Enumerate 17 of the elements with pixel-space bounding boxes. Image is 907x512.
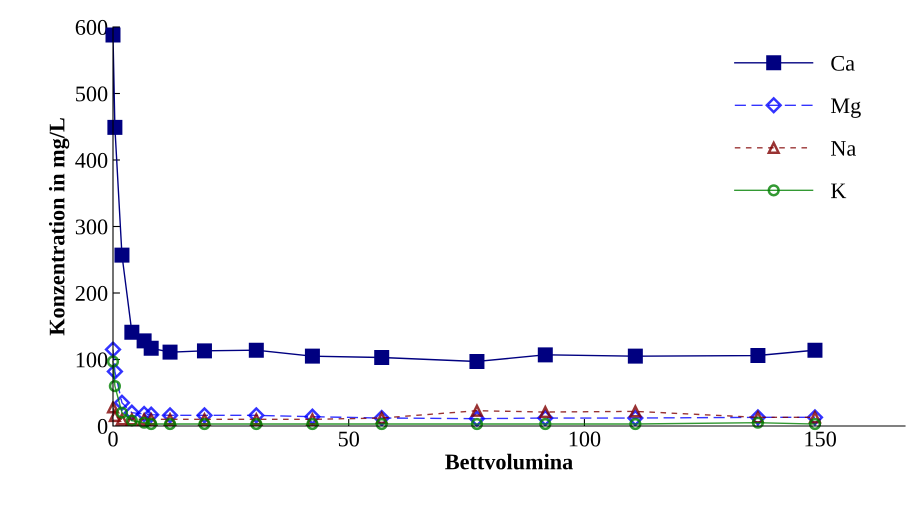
y-tick-label: 300 [76,219,108,234]
x-tick-label: 100 [570,432,600,446]
legend-label: K [831,184,846,198]
y-tick-label: 0 [98,418,108,434]
x-tick-label: 150 [805,432,836,446]
y-tick-label: 500 [76,86,108,102]
y-tick-label: 100 [76,352,108,368]
x-tick-label: 0 [108,432,118,446]
x-axis-title: Bettvolumina [445,454,573,470]
legend-label: Na [831,141,856,156]
y-tick-label: 600 [76,20,108,35]
y-tick-label: 200 [76,286,108,301]
y-tick-label: 400 [75,152,108,168]
legend-label: Ca [831,56,855,71]
legend-label: Mg [831,98,861,118]
y-axis-title: Konzentration in mg/L [48,118,70,336]
x-tick-label: 50 [338,432,359,446]
